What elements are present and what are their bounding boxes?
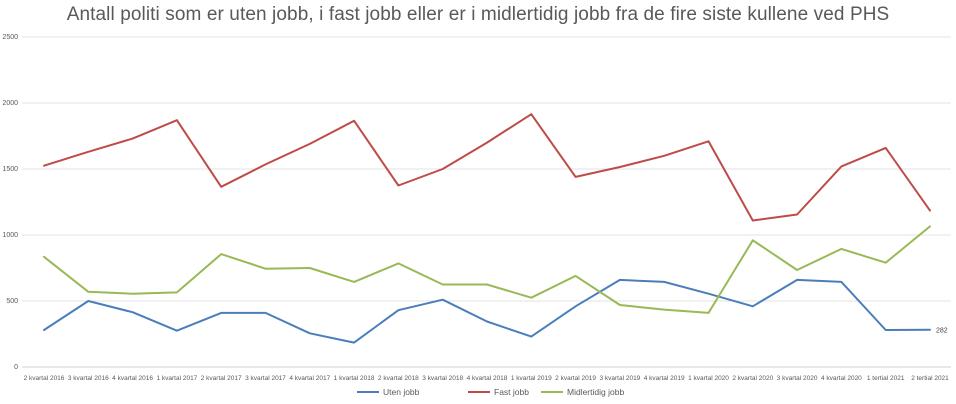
x-tick-label: 1 kvartal 2019 bbox=[511, 375, 552, 382]
x-tick-label: 2 kvartal 2020 bbox=[732, 375, 773, 382]
series-lines bbox=[43, 113, 931, 344]
x-tick-label: 3 kvartal 2017 bbox=[245, 375, 286, 382]
y-tick-label: 500 bbox=[6, 298, 18, 305]
x-tick-label: 2 kvartal 2019 bbox=[555, 375, 596, 382]
legend-label: Uten jobb bbox=[383, 387, 420, 397]
x-tick-label: 4 kvartal 2017 bbox=[289, 375, 330, 382]
x-axis: 2 kvartal 2016 3 kvartal 2016 4 kvartal 20… bbox=[24, 375, 950, 382]
x-tick-label: 2 kvartal 2018 bbox=[378, 375, 419, 382]
x-tick-label: 2 kvartal 2016 bbox=[24, 375, 65, 382]
x-tick-label: 2 tertial 2021 bbox=[911, 375, 949, 382]
x-tick-label: 2 kvartal 2017 bbox=[201, 375, 242, 382]
y-tick-label: 1000 bbox=[2, 232, 18, 239]
y-tick-label: 2500 bbox=[2, 34, 18, 41]
y-tick-label: 0 bbox=[14, 364, 18, 371]
x-tick-label: 4 kvartal 2016 bbox=[112, 375, 153, 382]
x-tick-label: 4 kvartal 2020 bbox=[821, 375, 862, 382]
x-tick-label: 4 kvartal 2018 bbox=[467, 375, 508, 382]
series-line-uten-jobb bbox=[43, 278, 931, 344]
legend: Uten jobb Fast jobb Midlertidig jobb bbox=[357, 387, 624, 397]
x-tick-label: 3 kvartal 2018 bbox=[422, 375, 463, 382]
y-axis: 0 500 1000 1500 2000 2500 bbox=[2, 34, 18, 371]
y-tick-label: 2000 bbox=[2, 100, 18, 107]
x-tick-label: 3 kvartal 2016 bbox=[68, 375, 109, 382]
series-line-midlertidig-jobb bbox=[43, 225, 931, 314]
gridlines bbox=[22, 36, 951, 368]
x-tick-label: 3 kvartal 2020 bbox=[777, 375, 818, 382]
y-tick-label: 1500 bbox=[2, 166, 18, 173]
data-label: 282 bbox=[936, 327, 948, 334]
x-tick-label: 1 tertial 2021 bbox=[867, 375, 905, 382]
x-tick-label: 3 kvartal 2019 bbox=[599, 375, 640, 382]
x-tick-label: 4 kvartal 2019 bbox=[644, 375, 685, 382]
x-tick-label: 1 kvartal 2017 bbox=[156, 375, 197, 382]
x-tick-label: 1 kvartal 2020 bbox=[688, 375, 729, 382]
legend-label: Fast jobb bbox=[494, 387, 529, 397]
annotations: 282 bbox=[936, 327, 948, 334]
series-line-fast-jobb bbox=[43, 113, 931, 222]
legend-label: Midlertidig jobb bbox=[567, 387, 624, 397]
chart-title: Antall politi som er uten jobb, i fast j… bbox=[66, 4, 890, 25]
x-tick-label: 1 kvartal 2018 bbox=[334, 375, 375, 382]
